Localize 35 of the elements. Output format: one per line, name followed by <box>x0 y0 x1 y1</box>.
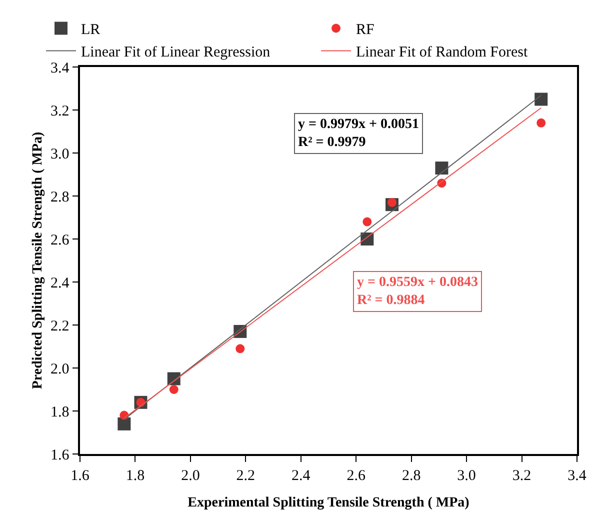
x-tick-label: 2.0 <box>181 468 200 484</box>
annotation: y = 0.9559x + 0.0843 R² = 0.9884 <box>357 275 478 308</box>
point <box>236 344 245 354</box>
point <box>362 217 372 226</box>
legend-label: RF <box>356 22 374 38</box>
y-tick-label: 1.8 <box>50 404 70 420</box>
x-tick-label: 2.2 <box>236 468 256 484</box>
y-tick-label: 2.6 <box>50 232 70 248</box>
point <box>435 162 448 175</box>
y-tick-label: 2.4 <box>50 275 70 292</box>
x-tick-label: 2.4 <box>292 468 311 484</box>
point <box>536 118 546 128</box>
y-tick-label: 2.8 <box>50 189 70 206</box>
y-tick-label: 2.0 <box>50 361 70 378</box>
x-axis-title: Experimental Splitting Tensile Strength ( MPa) <box>188 496 470 510</box>
x-tick-label: 2.8 <box>402 468 421 484</box>
legend-label: LR <box>81 22 100 38</box>
y-tick-label: 3.2 <box>50 103 70 120</box>
y-tick-label: 3.0 <box>50 146 70 162</box>
point <box>118 417 131 430</box>
annotation: y = 0.9979x + 0.0051 R² = 0.9979 <box>298 117 419 150</box>
x-tick-label: 1.8 <box>126 468 145 484</box>
x-tick-label: 2.6 <box>346 468 366 484</box>
x-tick-label: 3.2 <box>512 468 532 484</box>
y-tick-label: 3.4 <box>50 60 70 76</box>
x-tick-label: 3.4 <box>568 468 587 484</box>
legend-label: Linear Fit of Random Forest <box>356 44 528 61</box>
x-tick-label: 3.0 <box>457 468 476 484</box>
point <box>534 92 548 106</box>
point <box>169 385 178 394</box>
legend-label: Linear Fit of Linear Regression <box>81 44 271 61</box>
y-tick-label: 2.2 <box>50 318 70 334</box>
y-axis-title: Predicted Splitting Tensile Strength ( MPa) <box>30 132 46 390</box>
y-tick-label: 1.6 <box>50 447 70 464</box>
x-tick-label: 1.6 <box>70 468 90 484</box>
